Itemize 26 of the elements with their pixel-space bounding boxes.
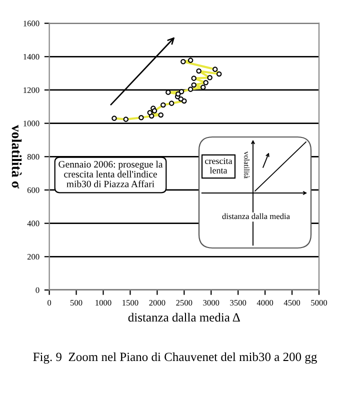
x-tick-label: 1500: [122, 300, 138, 306]
x-tick-label: 1000: [96, 300, 112, 306]
x-tick-label: 4000: [256, 300, 274, 306]
y-axis-title: volatilità σ: [12, 124, 22, 188]
annotation: Gennaio 2006: prosegue la crescita lenta dell'indice mib30 di Piazza Affari: [58, 160, 163, 188]
caption: Fig. 9 Zoom nel Piano di Chauvenet del mib30 a 200 gg: [33, 352, 317, 364]
annotation: distanza dalla media: [222, 213, 290, 220]
x-tick-label: 3000: [203, 300, 220, 306]
annotation: crescita lenta: [205, 158, 232, 174]
x-tick-label: 3500: [230, 300, 246, 306]
y-tick-label: 200: [27, 254, 40, 260]
x-tick-label: 0: [48, 300, 52, 306]
x-tick-label: 5000: [311, 300, 328, 306]
x-tick-label: 500: [70, 300, 82, 306]
y-tick-label: 1200: [24, 87, 40, 93]
y-tick-label: 0: [36, 287, 40, 293]
x-tick-label: 2000: [149, 300, 166, 306]
y-tick-label: 400: [27, 220, 40, 226]
y-tick-label: 600: [27, 187, 40, 193]
x-axis-title: distanza dalla media Δ: [128, 312, 240, 322]
x-tick-label: 2500: [176, 300, 192, 306]
y-tick-label: 1600: [24, 20, 40, 26]
y-tick-label: 1400: [24, 54, 40, 60]
x-tick-label: 4500: [284, 300, 300, 306]
y-tick-label: 800: [27, 154, 40, 160]
y-tick-label: 1000: [24, 120, 40, 126]
